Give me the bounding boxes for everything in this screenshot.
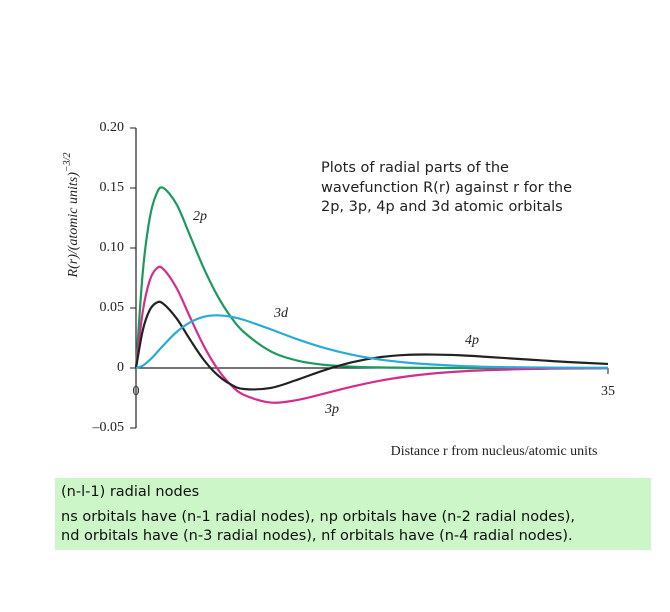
annotation-line: wavefunction R(r) against r for the — [321, 180, 572, 196]
x-tick-label: 0 — [133, 384, 140, 399]
y-tick-label: 0.15 — [100, 180, 125, 195]
note-line: nd orbitals have (n-3 radial nodes), nf … — [61, 528, 573, 544]
y-tick-label: 0.20 — [100, 120, 125, 135]
note-title: (n-l-1) radial nodes — [61, 484, 200, 500]
series-line — [134, 300, 609, 391]
series-label: 4p — [465, 333, 479, 348]
series-line — [134, 186, 608, 370]
chart: R(r)/(atomic units)−3/2 Distance r from … — [62, 120, 615, 459]
y-axis-label: R(r)/(atomic units)−3/2 — [62, 153, 81, 279]
series-label: 3p — [324, 402, 339, 417]
series-line — [135, 314, 609, 370]
x-tick-label: 35 — [601, 384, 615, 399]
note-box: (n-l-1) radial nodes ns orbitals have (n… — [55, 478, 651, 550]
series-label: 3d — [273, 306, 289, 321]
x-axis-label: Distance r from nucleus/atomic units — [391, 444, 598, 459]
y-tick-label: –0.05 — [92, 420, 125, 435]
y-label-text: R(r)/(atomic units) — [66, 172, 81, 279]
series-label: 2p — [193, 209, 207, 224]
y-tick-label: 0.10 — [100, 240, 125, 255]
annotation-line: Plots of radial parts of the — [321, 160, 509, 176]
y-tick-label: 0 — [117, 360, 124, 375]
series-line — [134, 265, 609, 404]
note-line: ns orbitals have (n-1 radial nodes), np … — [61, 509, 576, 525]
y-tick-label: 0.05 — [100, 300, 125, 315]
annotation-line: 2p, 3p, 4p and 3d atomic orbitals — [321, 199, 563, 215]
y-label-exponent: −3/2 — [62, 153, 73, 173]
